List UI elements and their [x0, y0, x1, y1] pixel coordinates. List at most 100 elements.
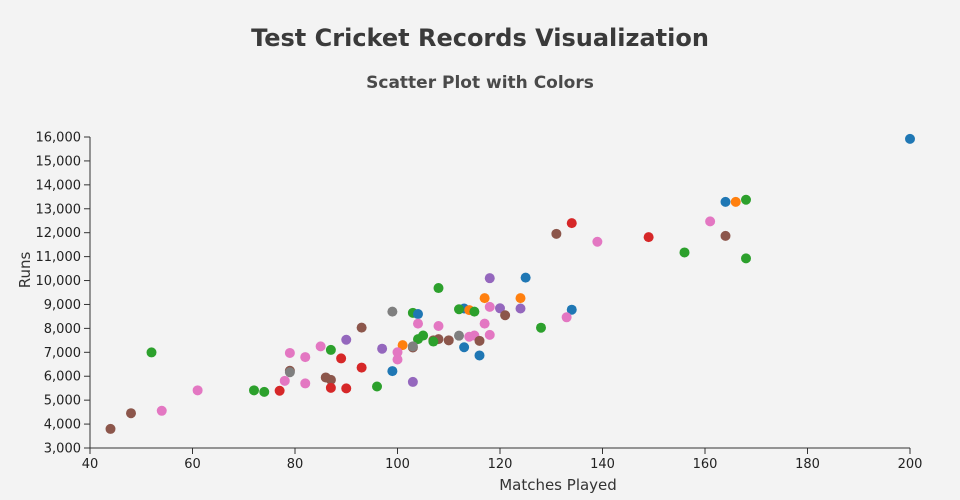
y-tick-label: 6,000: [44, 370, 81, 385]
data-point[interactable]: [413, 318, 423, 329]
data-point[interactable]: [474, 335, 485, 346]
data-point[interactable]: [515, 303, 526, 314]
x-axis: 40 60 80 100 120 140 160 180 200: [82, 447, 923, 472]
data-point[interactable]: [428, 336, 439, 347]
data-point[interactable]: [500, 310, 511, 321]
data-point[interactable]: [495, 303, 505, 314]
data-point[interactable]: [484, 329, 495, 340]
data-points: [105, 133, 915, 434]
data-point[interactable]: [741, 253, 751, 264]
data-point[interactable]: [249, 385, 259, 396]
data-point[interactable]: [259, 386, 270, 397]
x-tick-label: 160: [693, 457, 718, 472]
x-axis-title: Matches Played: [499, 476, 617, 494]
data-point[interactable]: [474, 350, 485, 361]
data-point[interactable]: [679, 247, 690, 258]
data-point[interactable]: [741, 194, 751, 205]
data-point[interactable]: [536, 322, 546, 333]
data-point[interactable]: [592, 236, 603, 247]
data-point[interactable]: [356, 362, 367, 373]
y-tick-label: 4,000: [44, 418, 81, 433]
chart-title: Test Cricket Records Visualization: [251, 24, 709, 52]
data-point[interactable]: [454, 304, 464, 315]
data-point[interactable]: [459, 342, 470, 353]
data-point[interactable]: [520, 272, 531, 283]
data-point[interactable]: [325, 382, 336, 393]
data-point[interactable]: [392, 347, 403, 358]
y-tick-label: 10,000: [36, 274, 82, 289]
data-point[interactable]: [341, 334, 352, 345]
y-tick-label: 11,000: [36, 250, 82, 265]
data-point[interactable]: [720, 230, 731, 241]
data-point[interactable]: [341, 383, 352, 394]
data-point[interactable]: [356, 322, 367, 333]
y-axis-title: Runs: [16, 252, 34, 289]
data-point[interactable]: [336, 353, 347, 364]
data-point[interactable]: [551, 228, 562, 239]
data-point[interactable]: [464, 331, 475, 342]
data-point[interactable]: [720, 196, 731, 207]
data-point[interactable]: [566, 304, 577, 315]
data-point[interactable]: [192, 385, 203, 396]
data-point[interactable]: [279, 375, 290, 386]
data-point[interactable]: [407, 376, 418, 387]
y-tick-label: 13,000: [36, 202, 82, 217]
data-point[interactable]: [284, 367, 295, 378]
data-point[interactable]: [515, 293, 526, 304]
y-tick-label: 7,000: [44, 346, 81, 361]
x-tick-label: 60: [184, 457, 201, 472]
data-point[interactable]: [325, 374, 336, 385]
data-point[interactable]: [407, 341, 418, 352]
y-tick-label: 3,000: [44, 442, 81, 457]
x-tick-label: 120: [488, 457, 513, 472]
data-point[interactable]: [156, 405, 167, 416]
data-point[interactable]: [484, 301, 495, 312]
data-point[interactable]: [325, 344, 336, 355]
x-tick-label: 180: [795, 457, 820, 472]
data-point[interactable]: [392, 354, 403, 365]
data-point[interactable]: [387, 306, 398, 317]
data-point[interactable]: [905, 133, 915, 144]
y-tick-label: 15,000: [36, 154, 82, 169]
data-point[interactable]: [433, 320, 444, 331]
data-point[interactable]: [315, 341, 326, 352]
y-tick-label: 9,000: [44, 298, 81, 313]
x-tick-label: 140: [590, 457, 615, 472]
data-point[interactable]: [413, 334, 423, 345]
data-point[interactable]: [105, 423, 116, 434]
x-tick-label: 200: [898, 457, 923, 472]
data-point[interactable]: [730, 196, 741, 207]
data-point[interactable]: [479, 318, 490, 329]
data-point[interactable]: [300, 378, 311, 389]
data-point[interactable]: [372, 381, 382, 392]
data-point[interactable]: [377, 343, 388, 354]
data-point[interactable]: [397, 340, 408, 351]
x-tick-label: 80: [287, 457, 304, 472]
data-point[interactable]: [413, 309, 423, 320]
y-tick-label: 8,000: [44, 322, 81, 337]
data-point[interactable]: [443, 335, 454, 346]
y-axis: 3,000 4,000 5,000 6,000 7,000 8,000 9,000 10,00…: [36, 131, 91, 457]
data-point[interactable]: [484, 273, 495, 284]
data-point[interactable]: [300, 352, 311, 363]
data-point[interactable]: [387, 366, 398, 377]
x-tick-label: 100: [385, 457, 410, 472]
data-point[interactable]: [643, 232, 654, 243]
y-tick-label: 16,000: [36, 131, 82, 146]
data-point[interactable]: [469, 306, 480, 317]
data-point[interactable]: [146, 347, 157, 358]
data-point[interactable]: [705, 216, 716, 227]
chart-subtitle: Scatter Plot with Colors: [366, 73, 594, 93]
data-point[interactable]: [126, 408, 136, 419]
data-point[interactable]: [561, 312, 572, 323]
data-point[interactable]: [566, 218, 577, 229]
data-point[interactable]: [274, 385, 285, 396]
x-tick-label: 40: [82, 457, 99, 472]
data-point[interactable]: [284, 347, 295, 358]
data-point[interactable]: [479, 293, 490, 304]
data-point[interactable]: [454, 330, 464, 341]
y-tick-label: 14,000: [36, 178, 82, 193]
data-point[interactable]: [433, 283, 444, 294]
